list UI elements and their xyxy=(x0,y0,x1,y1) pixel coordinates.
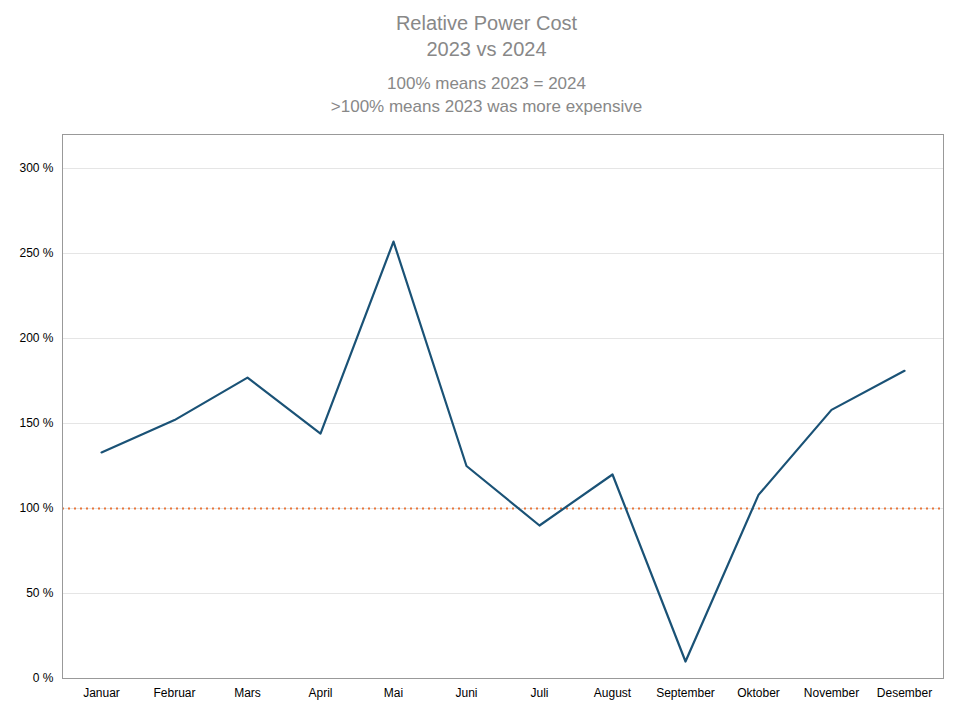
svg-text:50 %: 50 % xyxy=(26,586,54,600)
svg-text:Januar: Januar xyxy=(83,686,120,700)
svg-text:250 %: 250 % xyxy=(19,246,53,260)
svg-text:200 %: 200 % xyxy=(19,331,53,345)
html-text:Relative Power Cost 2023 vs 20: Relative Power Cost 2023 vs 2024 xyxy=(395,12,578,60)
svg-text:100 %: 100 % xyxy=(19,501,53,515)
svg-text:300 %: 300 % xyxy=(19,161,53,175)
svg-text:0 %: 0 % xyxy=(33,671,54,685)
svg-text:Juli: Juli xyxy=(530,686,548,700)
svg-text:August: August xyxy=(594,686,632,700)
html-text:100% means 2023 = 2024 >100% m: 100% means 2023 = 2024 >100% means 2023 … xyxy=(330,74,643,116)
svg-text:150 %: 150 % xyxy=(19,416,53,430)
svg-text:November: November xyxy=(804,686,859,700)
svg-text:April: April xyxy=(308,686,332,700)
svg-text:Desember: Desember xyxy=(877,686,932,700)
svg-text:Mars: Mars xyxy=(234,686,261,700)
svg-text:September: September xyxy=(656,686,715,700)
svg-text:Mai: Mai xyxy=(384,686,403,700)
svg-text:Juni: Juni xyxy=(455,686,477,700)
svg-text:Februar: Februar xyxy=(153,686,195,700)
svg-text:Oktober: Oktober xyxy=(737,686,780,700)
